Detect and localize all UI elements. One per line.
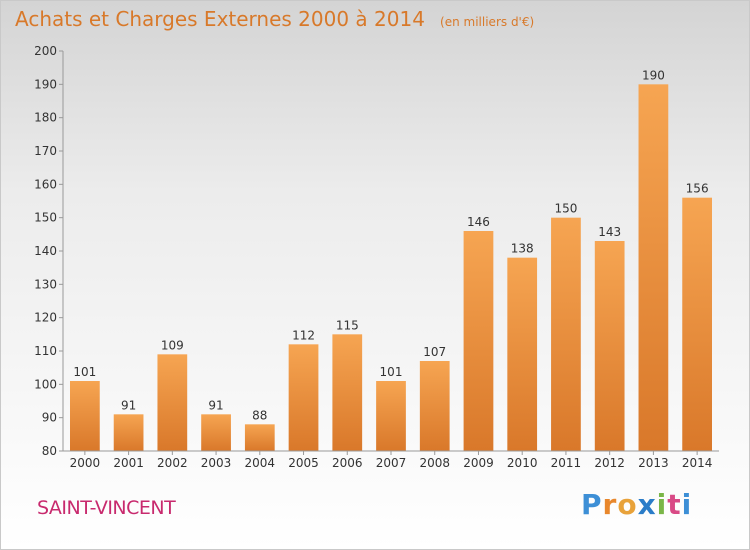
- bar-value-label: 156: [686, 182, 709, 196]
- y-tick-label: 80: [42, 444, 57, 458]
- bar-2011: [551, 217, 581, 451]
- y-tick-label: 180: [34, 111, 57, 125]
- bar-2014: [682, 197, 712, 451]
- x-tick-label: 2007: [376, 456, 407, 470]
- x-tick-label: 2005: [288, 456, 319, 470]
- bar-2009: [463, 231, 494, 451]
- y-tick-label: 110: [34, 344, 57, 358]
- bar-2013: [638, 84, 669, 451]
- bar-value-label: 91: [121, 398, 136, 412]
- x-tick-label: 2011: [551, 456, 582, 470]
- bar-value-label: 109: [161, 338, 184, 352]
- bar-value-label: 91: [208, 398, 223, 412]
- bar-2012: [594, 241, 625, 451]
- chart-subtitle: (en milliers d'€): [440, 15, 535, 29]
- bar-2008: [419, 361, 450, 451]
- bar-value-label: 101: [73, 365, 96, 379]
- title-row: Achats et Charges Externes 2000 à 2014 (…: [15, 7, 534, 31]
- brand-logo: Proxiti: [581, 488, 693, 521]
- bar-value-label: 143: [598, 225, 621, 239]
- bar-value-label: 138: [511, 242, 534, 256]
- y-tick-label: 140: [34, 244, 57, 258]
- bar-2002: [157, 354, 188, 451]
- bar-2005: [288, 344, 319, 451]
- x-tick-label: 2002: [157, 456, 188, 470]
- x-tick-label: 2012: [594, 456, 625, 470]
- bar-value-label: 150: [554, 202, 577, 216]
- y-tick-label: 120: [34, 311, 57, 325]
- bar-value-label: 88: [252, 408, 267, 422]
- x-tick-label: 2009: [463, 456, 494, 470]
- bar-2003: [201, 414, 231, 451]
- x-tick-label: 2006: [332, 456, 363, 470]
- bar-2001: [113, 414, 144, 451]
- y-tick-label: 150: [34, 211, 57, 225]
- x-tick-label: 2008: [419, 456, 450, 470]
- y-tick-label: 130: [34, 277, 57, 291]
- bars: 101 91 109 91 88 112 115 101 107 146 138 150 143 190 1…: [70, 68, 712, 451]
- bar-2004: [244, 424, 275, 451]
- x-tick-label: 2000: [70, 456, 101, 470]
- bar-2010: [507, 257, 538, 451]
- y-tick-label: 100: [34, 377, 57, 391]
- y-tick-label: 90: [42, 411, 57, 425]
- bar-value-label: 115: [336, 318, 359, 332]
- bar-value-label: 146: [467, 215, 490, 229]
- y-tick-label: 170: [34, 144, 57, 158]
- y-axis: 80 90 100 110 120 130 140 150 160 170 180 190 200: [34, 44, 64, 458]
- y-tick-label: 160: [34, 177, 57, 191]
- x-tick-label: 2003: [201, 456, 232, 470]
- y-tick-label: 190: [34, 77, 57, 91]
- x-axis: 2000 2001 2002 2003 2004 2005 2006 2007 2008 2009…: [63, 450, 719, 470]
- bar-value-label: 107: [423, 345, 446, 359]
- commune-name: SAINT-VINCENT: [37, 497, 176, 519]
- bar-2000: [70, 381, 100, 451]
- x-tick-label: 2001: [113, 456, 144, 470]
- bar-2006: [332, 334, 363, 451]
- chart-title: Achats et Charges Externes 2000 à 2014: [15, 7, 425, 31]
- y-tick-label: 200: [34, 44, 57, 58]
- bar-value-label: 112: [292, 328, 315, 342]
- bar-value-label: 101: [380, 365, 403, 379]
- x-tick-label: 2004: [245, 456, 276, 470]
- x-tick-label: 2014: [682, 456, 713, 470]
- x-tick-label: 2010: [507, 456, 538, 470]
- bar-2007: [376, 381, 406, 451]
- bar-value-label: 190: [642, 68, 665, 82]
- x-tick-label: 2013: [638, 456, 669, 470]
